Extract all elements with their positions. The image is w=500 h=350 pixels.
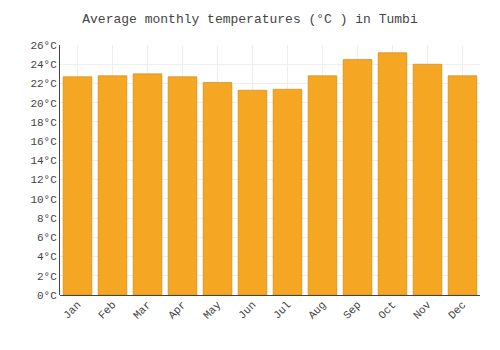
svg-text:26°C: 26°C [30, 40, 57, 52]
svg-text:24°C: 24°C [30, 59, 57, 71]
svg-text:12°C: 12°C [30, 174, 57, 186]
svg-text:0°C: 0°C [37, 290, 57, 302]
svg-text:Jul: Jul [271, 299, 293, 321]
svg-text:Jun: Jun [236, 299, 258, 321]
svg-text:Dec: Dec [446, 299, 468, 321]
svg-text:Jan: Jan [61, 299, 83, 321]
svg-text:22°C: 22°C [30, 78, 57, 90]
svg-text:May: May [201, 299, 224, 322]
svg-text:10°C: 10°C [30, 194, 57, 206]
svg-text:Oct: Oct [376, 299, 398, 321]
svg-text:8°C: 8°C [37, 213, 57, 225]
svg-text:Feb: Feb [96, 299, 118, 321]
svg-text:16°C: 16°C [30, 136, 57, 148]
svg-text:Average monthly temperatures (: Average monthly temperatures (°C ) in Tu… [82, 12, 418, 27]
svg-text:Nov: Nov [411, 299, 434, 322]
svg-text:Mar: Mar [131, 299, 153, 321]
svg-text:Apr: Apr [166, 299, 188, 321]
svg-text:18°C: 18°C [30, 117, 57, 129]
svg-text:14°C: 14°C [30, 155, 57, 167]
svg-text:2°C: 2°C [37, 271, 57, 283]
svg-text:Aug: Aug [306, 299, 328, 321]
svg-text:4°C: 4°C [37, 251, 57, 263]
svg-text:20°C: 20°C [30, 98, 57, 110]
svg-text:6°C: 6°C [37, 232, 57, 244]
svg-text:Sep: Sep [341, 299, 363, 321]
